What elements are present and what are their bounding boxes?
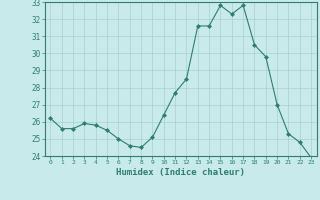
X-axis label: Humidex (Indice chaleur): Humidex (Indice chaleur) xyxy=(116,168,245,177)
